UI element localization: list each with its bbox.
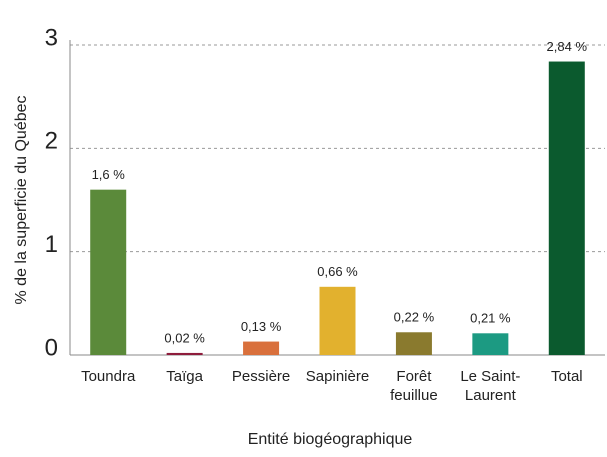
x-tick-label: Sapinière [306, 368, 369, 385]
x-tick-label: Toundra [81, 368, 136, 385]
x-tick-label: Taïga [166, 368, 203, 385]
x-tick-label: Le Saint-Laurent [460, 368, 520, 404]
value-label: 2,84 % [547, 39, 588, 54]
value-label: 0,66 % [317, 264, 358, 279]
bar [243, 341, 280, 355]
x-tick-label: Total [551, 368, 583, 385]
value-label: 0,21 % [470, 311, 511, 326]
bar [472, 333, 509, 355]
x-axis-label: Entité biogéographique [248, 431, 413, 448]
y-tick-label: 0 [45, 334, 58, 361]
y-tick-label: 2 [45, 128, 58, 155]
x-tick-label: Pessière [232, 368, 290, 385]
x-tick-label: Forêt feuillue [390, 368, 438, 404]
y-axis-label: % de la superficie du Québec [13, 95, 30, 304]
bar [90, 189, 127, 355]
bar [166, 352, 203, 355]
bar [319, 286, 356, 355]
value-label: 0,13 % [241, 319, 282, 334]
value-label: 0,02 % [164, 330, 205, 345]
bar [548, 61, 585, 356]
value-label: 1,6 % [92, 167, 126, 182]
y-tick-label: 3 [45, 24, 58, 51]
bar [395, 332, 432, 355]
y-tick-label: 1 [45, 231, 58, 258]
value-label: 0,22 % [394, 310, 435, 325]
